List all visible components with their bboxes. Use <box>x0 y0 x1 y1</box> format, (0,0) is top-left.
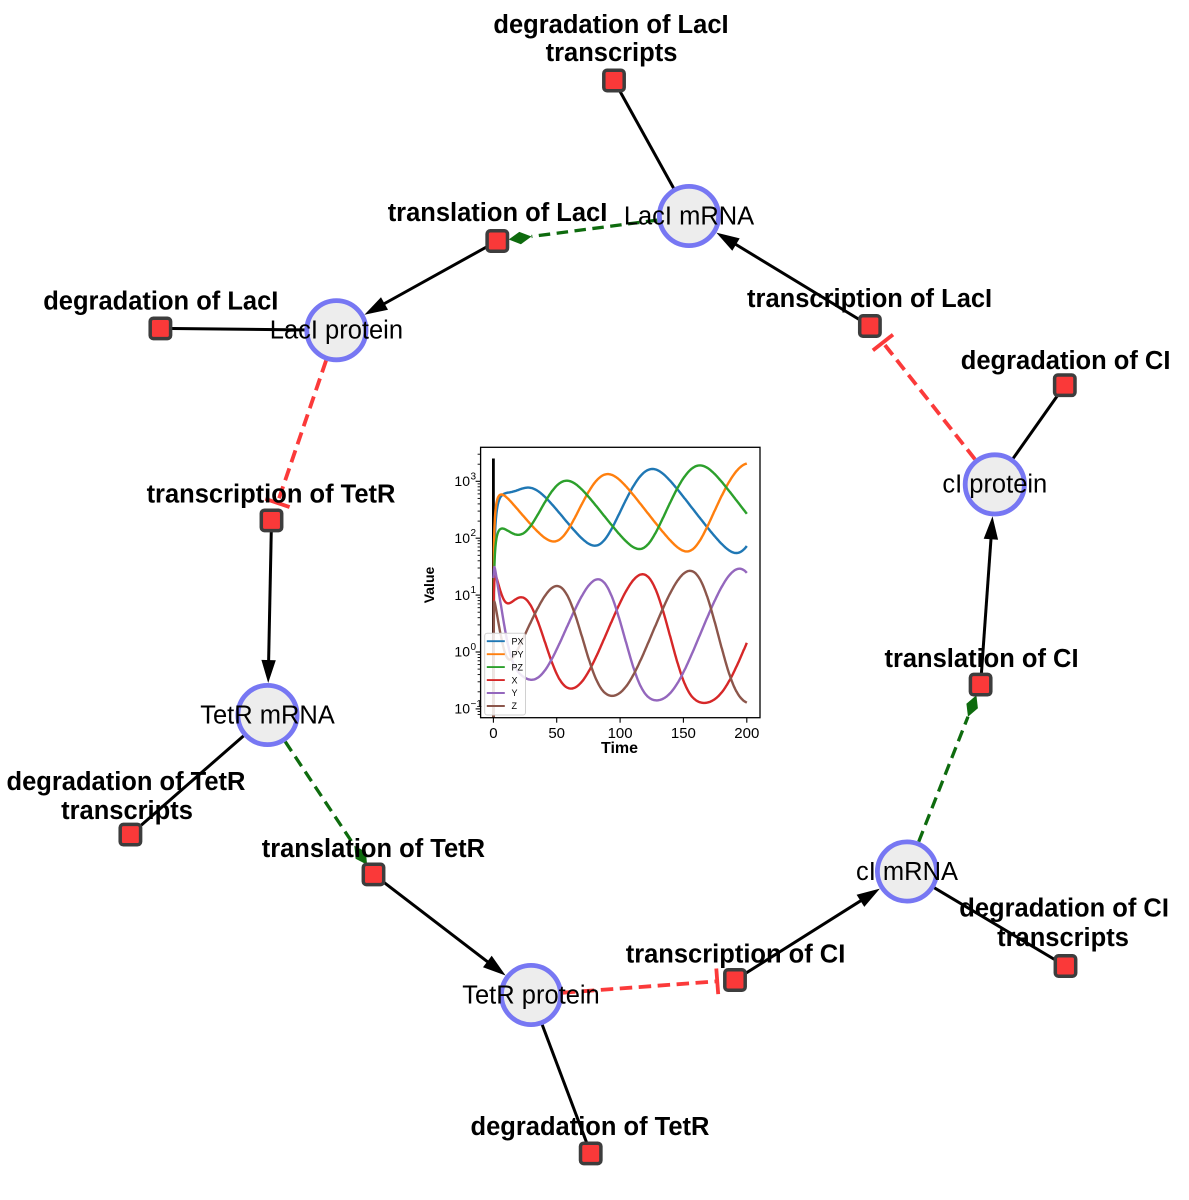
svg-text:degradation of LacI: degradation of LacI <box>493 11 728 39</box>
svg-text:transcription of LacI: transcription of LacI <box>747 285 992 313</box>
svg-text:Value: Value <box>421 567 437 604</box>
svg-text:transcription of CI: transcription of CI <box>626 940 846 968</box>
svg-text:10: 10 <box>454 587 470 603</box>
svg-text:TetR protein: TetR protein <box>462 981 600 1009</box>
svg-text:Z: Z <box>512 701 518 711</box>
svg-text:transcripts: transcripts <box>546 39 678 67</box>
svg-text:transcripts: transcripts <box>61 797 193 825</box>
svg-text:PX: PX <box>512 636 524 646</box>
svg-text:PZ: PZ <box>512 662 524 672</box>
svg-text:1: 1 <box>471 585 477 596</box>
svg-text:−1: −1 <box>471 699 483 710</box>
svg-text:10: 10 <box>454 701 470 717</box>
svg-text:translation of CI: translation of CI <box>884 645 1078 673</box>
svg-text:transcripts: transcripts <box>997 924 1129 952</box>
svg-text:2: 2 <box>471 528 477 539</box>
svg-text:transcription of TetR: transcription of TetR <box>147 480 396 508</box>
svg-text:0: 0 <box>489 725 497 742</box>
svg-text:translation of LacI: translation of LacI <box>388 199 608 227</box>
svg-text:TetR mRNA: TetR mRNA <box>200 701 335 729</box>
svg-text:degradation of CI: degradation of CI <box>961 347 1171 375</box>
svg-text:0: 0 <box>471 642 477 653</box>
svg-text:10: 10 <box>454 530 470 546</box>
svg-text:Y: Y <box>512 688 518 698</box>
svg-text:cI mRNA: cI mRNA <box>856 858 958 886</box>
svg-text:degradation of CI: degradation of CI <box>959 895 1169 923</box>
svg-text:10: 10 <box>454 644 470 660</box>
svg-text:50: 50 <box>548 725 565 742</box>
svg-text:degradation of TetR: degradation of TetR <box>7 768 246 796</box>
svg-text:cI protein: cI protein <box>942 471 1047 499</box>
svg-text:150: 150 <box>671 725 696 742</box>
svg-text:degradation of TetR: degradation of TetR <box>471 1113 710 1141</box>
svg-text:10: 10 <box>454 473 470 489</box>
svg-text:3: 3 <box>471 471 477 482</box>
svg-text:200: 200 <box>734 725 759 742</box>
svg-text:LacI protein: LacI protein <box>270 317 403 345</box>
svg-text:PY: PY <box>512 649 524 659</box>
svg-text:translation of TetR: translation of TetR <box>262 835 485 863</box>
svg-text:X: X <box>512 675 518 685</box>
svg-text:degradation of LacI: degradation of LacI <box>43 288 278 316</box>
svg-text:LacI mRNA: LacI mRNA <box>624 202 754 230</box>
svg-text:100: 100 <box>608 725 633 742</box>
svg-text:Time: Time <box>601 740 638 757</box>
